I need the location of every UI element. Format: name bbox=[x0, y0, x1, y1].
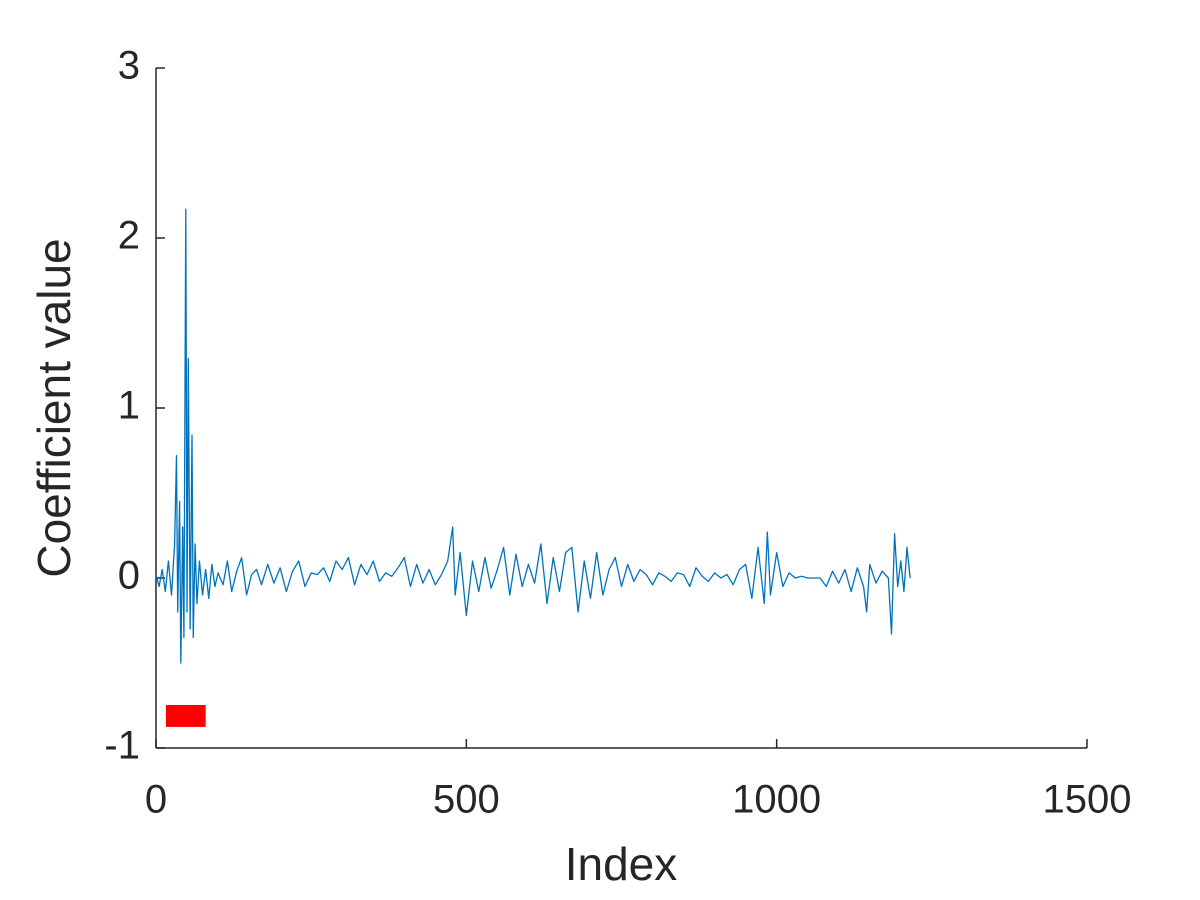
y-tick-label: 0 bbox=[118, 554, 140, 598]
x-tick-label: 0 bbox=[145, 778, 167, 822]
y-axis-label: Coefficient value bbox=[28, 238, 80, 577]
x-tick-label: 1500 bbox=[1043, 778, 1132, 822]
x-tick-label: 1000 bbox=[732, 778, 821, 822]
x-tick-label: 500 bbox=[433, 778, 500, 822]
y-tick-label: 1 bbox=[118, 384, 140, 428]
highlight-bar bbox=[165, 704, 206, 727]
y-tick-label: 2 bbox=[118, 214, 140, 258]
y-tick-label: 3 bbox=[118, 44, 140, 88]
y-tick-label: -1 bbox=[104, 724, 140, 768]
x-axis-label: Index bbox=[565, 838, 678, 890]
data-line bbox=[155, 208, 911, 664]
